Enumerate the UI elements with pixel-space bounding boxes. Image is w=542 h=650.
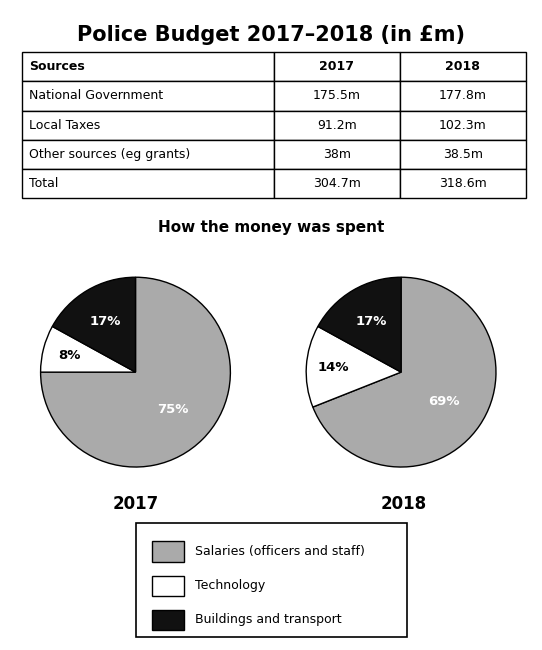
Text: 8%: 8%	[58, 348, 81, 361]
Text: Total: Total	[29, 177, 59, 190]
Text: 2017: 2017	[112, 495, 159, 514]
Bar	[400, 111, 526, 140]
Text: 2018: 2018	[446, 60, 480, 73]
Text: 2018: 2018	[380, 495, 427, 514]
Wedge shape	[41, 326, 136, 372]
Text: 304.7m: 304.7m	[313, 177, 360, 190]
Text: 75%: 75%	[157, 402, 188, 415]
Text: Salaries (officers and staff): Salaries (officers and staff)	[195, 545, 365, 558]
Text: 177.8m: 177.8m	[438, 89, 487, 102]
Wedge shape	[313, 277, 496, 467]
Bar	[22, 81, 274, 110]
Text: 175.5m: 175.5m	[313, 89, 361, 102]
Text: Buildings and transport: Buildings and transport	[195, 614, 342, 627]
Bar	[274, 52, 399, 81]
Bar	[22, 169, 274, 198]
Bar	[274, 111, 399, 140]
Text: 2017: 2017	[319, 60, 354, 73]
Bar	[274, 169, 399, 198]
Bar	[152, 541, 184, 562]
Bar	[400, 169, 526, 198]
Text: 318.6m: 318.6m	[439, 177, 487, 190]
Bar	[152, 610, 184, 630]
Text: Police Budget 2017–2018 (in £m): Police Budget 2017–2018 (in £m)	[77, 25, 465, 45]
Bar	[400, 81, 526, 110]
Wedge shape	[41, 277, 230, 467]
Wedge shape	[306, 326, 401, 407]
Text: Sources: Sources	[29, 60, 85, 73]
Bar	[274, 140, 399, 169]
Text: National Government: National Government	[29, 89, 163, 102]
Bar	[274, 81, 399, 110]
Text: Local Taxes: Local Taxes	[29, 118, 100, 131]
Text: 17%: 17%	[356, 315, 387, 328]
Bar	[400, 140, 526, 169]
Text: 102.3m: 102.3m	[439, 118, 487, 131]
Text: 69%: 69%	[429, 395, 460, 408]
Bar	[22, 140, 274, 169]
Bar	[400, 52, 526, 81]
Text: 91.2m: 91.2m	[317, 118, 357, 131]
Text: 17%: 17%	[90, 315, 121, 328]
Text: How the money was spent: How the money was spent	[158, 220, 384, 235]
Bar	[152, 576, 184, 596]
Text: 38.5m: 38.5m	[443, 148, 483, 161]
Text: 38m: 38m	[322, 148, 351, 161]
Bar	[22, 111, 274, 140]
Text: Other sources (eg grants): Other sources (eg grants)	[29, 148, 190, 161]
Text: Technology: Technology	[195, 579, 266, 592]
Bar	[22, 52, 274, 81]
Wedge shape	[53, 277, 136, 372]
Text: 14%: 14%	[317, 361, 349, 374]
Wedge shape	[318, 277, 401, 372]
